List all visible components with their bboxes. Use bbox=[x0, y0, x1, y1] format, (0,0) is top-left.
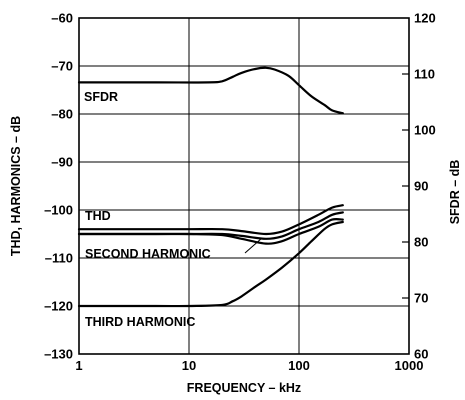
y-right-tick-label: 80 bbox=[414, 235, 428, 250]
x-tick-label: 1000 bbox=[395, 358, 424, 373]
y-right-tick-label: 110 bbox=[414, 67, 435, 82]
y-right-tick-label: 60 bbox=[414, 347, 428, 362]
y-left-tick-label: –120 bbox=[44, 299, 73, 314]
grid bbox=[79, 18, 409, 354]
series-line-third-harmonic bbox=[77, 220, 344, 308]
annotation-sfdr: SFDR bbox=[84, 90, 118, 104]
tick-labels: 1 10 100 1000–60–70–80–90–100–110–120–13012… bbox=[44, 11, 436, 374]
y-right-tick-label: 90 bbox=[414, 179, 428, 194]
y-left-tick-label: –100 bbox=[44, 203, 73, 218]
y-axis-right-title: SFDR – dB bbox=[448, 160, 462, 225]
y-left-tick-label: –130 bbox=[44, 347, 73, 362]
series-line-sfdr bbox=[77, 66, 344, 115]
annotation-leader-line bbox=[244, 237, 263, 254]
annotation-second-harmonic: SECOND HARMONIC bbox=[85, 247, 211, 261]
y-right-tick-label: 120 bbox=[414, 11, 436, 26]
y-left-tick-label: –60 bbox=[51, 11, 73, 26]
y-left-tick-label: –70 bbox=[51, 59, 73, 74]
x-tick-label: 1 bbox=[75, 358, 82, 373]
annotation-thd: THD bbox=[85, 209, 111, 223]
y-right-tick-label: 100 bbox=[414, 123, 436, 138]
y-left-tick-label: –90 bbox=[51, 155, 73, 170]
y-left-tick-label: –80 bbox=[51, 107, 73, 122]
series-line-thd bbox=[77, 204, 344, 236]
series-line-second-harmonic bbox=[77, 217, 344, 245]
y-left-tick-label: –110 bbox=[45, 251, 73, 266]
series-group bbox=[77, 66, 344, 308]
x-axis-title: FREQUENCY – kHz bbox=[187, 381, 301, 395]
plot-frame bbox=[78, 17, 410, 355]
y-right-tick-label: 70 bbox=[414, 291, 428, 306]
x-tick-label: 10 bbox=[182, 358, 196, 373]
x-tick-label: 100 bbox=[288, 358, 310, 373]
y-axis-left-title: THD, HARMONICS – dB bbox=[9, 116, 23, 256]
annotation-third-harmonic: THIRD HARMONIC bbox=[85, 315, 195, 329]
